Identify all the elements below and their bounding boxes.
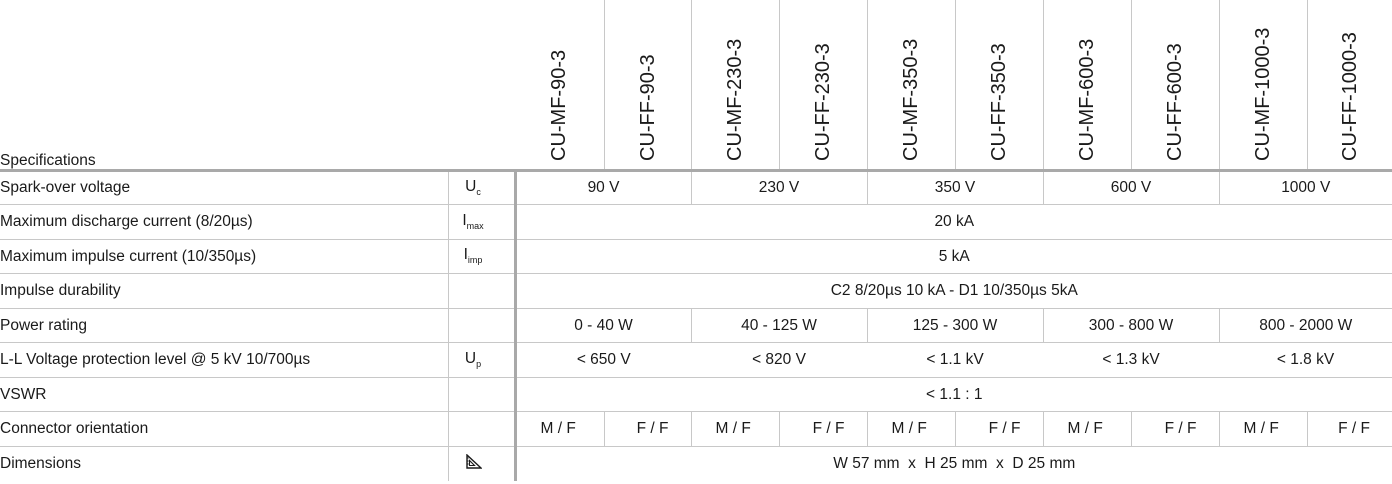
model-header: CU-MF-350-3 xyxy=(866,0,956,172)
table-row: Spark-over voltage Uc 90 V 230 V 350 V 6… xyxy=(0,170,1392,205)
row-label: Maximum discharge current (8/20µs) xyxy=(0,204,448,240)
value-cell: C2 8/20µs 10 kA - D1 10/350µs 5kA xyxy=(515,273,1392,309)
value-cell: < 820 V xyxy=(691,342,868,378)
model-header: CU-MF-230-3 xyxy=(690,0,780,172)
row-label: Connector orientation xyxy=(0,411,448,447)
row-label: Maximum impulse current (10/350µs) xyxy=(0,239,448,274)
value-cell: 90 V xyxy=(515,170,692,205)
value-cell: M / F xyxy=(515,411,605,447)
value-cell: 1000 V xyxy=(1218,170,1392,205)
value-cell: 230 V xyxy=(690,170,868,205)
row-label: Power rating xyxy=(0,308,448,343)
symbol-cell: Imax xyxy=(447,204,517,240)
model-header: CU-FF-350-3 xyxy=(954,0,1044,172)
value-cell: F / F xyxy=(1130,411,1220,447)
value-cell: 600 V xyxy=(1042,170,1220,205)
value-cell: < 1.1 kV xyxy=(867,342,1044,378)
table-row: Maximum discharge current (8/20µs) Imax … xyxy=(0,204,1392,240)
value-cell: 0 - 40 W xyxy=(515,308,692,343)
model-header: CU-MF-90-3 xyxy=(515,0,605,172)
value-cell: M / F xyxy=(1042,411,1132,447)
table-title: Specifications xyxy=(0,0,516,172)
table-row: L-L Voltage protection level @ 5 kV 10/7… xyxy=(0,342,1392,378)
symbol-cell xyxy=(447,377,517,412)
value-cell: 350 V xyxy=(866,170,1044,205)
model-header: CU-MF-600-3 xyxy=(1042,0,1132,172)
symbol-cell xyxy=(447,411,517,447)
value-cell: M / F xyxy=(690,411,780,447)
row-label: Impulse durability xyxy=(0,273,448,309)
model-header: CU-FF-90-3 xyxy=(603,0,692,172)
value-cell: 20 kA xyxy=(515,204,1392,240)
symbol-cell: Uc xyxy=(447,170,517,205)
table-row: Impulse durability C2 8/20µs 10 kA - D1 … xyxy=(0,273,1392,309)
model-header: CU-FF-230-3 xyxy=(778,0,868,172)
model-header: CU-FF-600-3 xyxy=(1130,0,1220,172)
value-cell: F / F xyxy=(603,411,692,447)
symbol-cell: Iimp xyxy=(447,239,517,274)
value-cell: < 1.3 kV xyxy=(1043,342,1220,378)
symbol-cell: Up xyxy=(447,342,517,378)
header-row: Specifications CU-MF-90-3 CU-FF-90-3 CU-… xyxy=(0,0,1392,172)
row-label: Spark-over voltage xyxy=(0,170,448,205)
value-cell: 300 - 800 W xyxy=(1042,308,1220,343)
value-cell: < 1.8 kV xyxy=(1219,342,1392,378)
value-cell: < 650 V xyxy=(515,342,692,378)
value-cell: 40 - 125 W xyxy=(690,308,868,343)
value-cell: F / F xyxy=(778,411,868,447)
symbol-cell xyxy=(447,446,517,481)
row-label: L-L Voltage protection level @ 5 kV 10/7… xyxy=(0,342,448,378)
value-cell: W 57 mm x H 25 mm x D 25 mm xyxy=(833,454,1076,472)
row-label: Dimensions xyxy=(0,454,81,472)
value-cell: 125 - 300 W xyxy=(866,308,1044,343)
value-cell: F / F xyxy=(1306,411,1392,447)
table-row: VSWR < 1.1 : 1 xyxy=(0,377,1392,412)
triangle-ruler-icon xyxy=(466,453,483,473)
table-row: Maximum impulse current (10/350µs) Iimp … xyxy=(0,239,1392,274)
symbol-cell xyxy=(447,308,517,343)
table-row: Power rating 0 - 40 W 40 - 125 W 125 - 3… xyxy=(0,308,1392,343)
value-cell: < 1.1 : 1 xyxy=(515,377,1392,412)
row-label: VSWR xyxy=(0,377,448,412)
table-row: Dimensions W 57 mm x H 25 mm x D 25 mm xyxy=(0,446,1392,481)
model-header: CU-FF-1000-3 xyxy=(1306,0,1392,172)
value-cell: 800 - 2000 W xyxy=(1218,308,1392,343)
value-cell: M / F xyxy=(1218,411,1308,447)
value-cell: M / F xyxy=(866,411,956,447)
table-row: Connector orientation M / F F / F M / F … xyxy=(0,411,1392,447)
value-cell: F / F xyxy=(954,411,1044,447)
value-cell: 5 kA xyxy=(515,239,1392,274)
symbol-cell xyxy=(447,273,517,309)
model-header: CU-MF-1000-3 xyxy=(1218,0,1308,172)
